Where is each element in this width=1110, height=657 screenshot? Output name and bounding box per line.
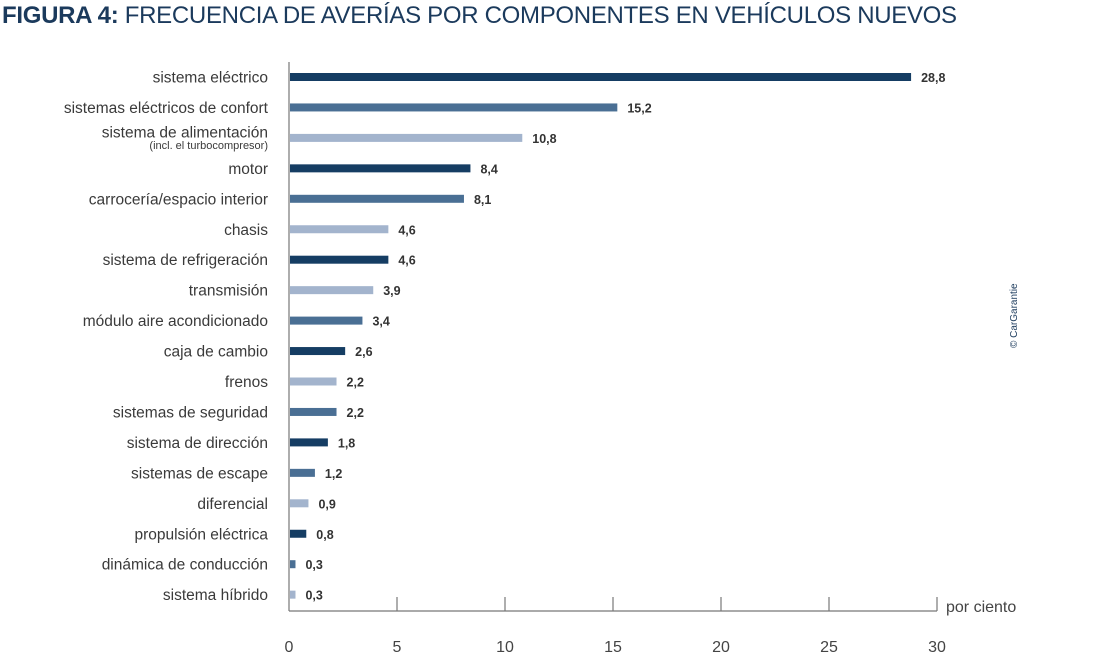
value-label: 0,3 [305,589,322,603]
value-label: 0,8 [316,528,333,542]
value-label: 8,1 [474,193,491,207]
x-tick-label: 25 [820,639,838,656]
value-label: 10,8 [532,132,556,146]
value-label: 1,8 [338,436,355,450]
bars-layer: sistema eléctrico 28,8 sistemas eléctricos… [64,70,946,605]
bar [290,164,471,173]
value-label: 3,9 [383,284,400,298]
bar-row: frenos 2,2 [225,374,364,391]
bar-row: sistemas de escape 1,2 [131,465,342,482]
x-tick-label: 20 [712,639,730,656]
bar-row: propulsión eléctrica 0,8 [134,526,333,543]
bar [290,255,389,264]
bar [290,499,309,508]
category-label: módulo aire acondicionado [83,313,268,330]
bar [290,377,337,386]
x-axis: 0 5 10 15 20 25 30 [285,62,946,656]
value-label: 4,6 [398,254,415,268]
x-tick-label: 0 [285,639,294,656]
bar [290,103,618,112]
category-label: sistema de dirección [127,435,268,452]
value-label: 15,2 [627,101,651,115]
category-label: transmisión [189,283,268,300]
bar [290,407,337,416]
bar [290,73,912,81]
figure-number: FIGURA 4: [2,2,119,29]
bar [290,590,296,599]
bar-row: dinámica de conducción 0,3 [102,557,323,574]
bar-row: sistema eléctrico 28,8 [153,70,946,87]
category-label: sistemas eléctricos de confort [64,100,269,117]
category-label: propulsión eléctrica [134,526,268,543]
bar-row: módulo aire acondicionado 3,4 [83,313,390,330]
category-label: motor [228,161,268,178]
bar [290,529,307,538]
category-label: dinámica de conducción [102,557,268,574]
bar-row: motor 8,4 [228,161,497,178]
bar-row: sistema de dirección 1,8 [127,435,356,452]
category-label: sistema eléctrico [153,70,268,87]
bar-row: sistemas de seguridad 2,2 [113,404,364,421]
category-label: sistema de refrigeración [103,252,268,269]
figure-title: FRECUENCIA DE AVERÍAS POR COMPONENTES EN… [118,2,957,29]
value-label: 2,2 [347,376,364,390]
x-tick-label: 5 [393,639,402,656]
bar [290,468,315,477]
category-label: diferencial [197,496,268,513]
x-tick-label: 30 [928,639,946,656]
bar-row: sistemas eléctricos de confort 15,2 [64,100,652,117]
bar-row: chasis 4,6 [224,222,416,239]
bar-row: transmisión 3,9 [189,283,401,300]
category-label: carrocería/espacio interior [89,191,268,208]
category-sublabel: (incl. el turbocompresor) [149,140,268,152]
value-label: 2,2 [347,406,364,420]
bar [290,286,374,295]
value-label: 0,9 [318,497,335,511]
bar [290,438,328,447]
x-tick-label: 10 [496,639,514,656]
category-label: frenos [225,374,268,391]
bar [290,560,296,569]
value-label: 4,6 [398,223,415,237]
category-label: chasis [224,222,268,239]
value-label: 0,3 [305,558,322,572]
bar-row: caja de cambio 2,6 [164,344,373,361]
bar [290,316,363,325]
value-label: 2,6 [355,345,372,359]
value-label: 3,4 [372,315,389,329]
category-label: sistemas de seguridad [113,404,268,421]
bar-row: sistema de refrigeración 4,6 [103,252,416,269]
bar [290,347,346,356]
x-tick-label: 15 [604,639,622,656]
x-axis-unit-label: por ciento [946,599,1016,616]
bar [290,194,464,203]
value-label: 8,4 [480,162,497,176]
category-label: caja de cambio [164,344,268,361]
value-label: 1,2 [325,467,342,481]
bar [290,133,523,142]
bar-row: carrocería/espacio interior 8,1 [89,191,492,208]
bar [290,225,389,234]
bar-row: diferencial 0,9 [197,496,336,513]
category-label: sistemas de escape [131,465,268,482]
bar-row: sistema de alimentación(incl. el turboco… [102,124,557,152]
category-label: sistema de alimentación [102,124,268,141]
category-label: sistema híbrido [163,587,268,604]
value-label: 28,8 [921,71,945,85]
copyright-credit: © CarGarantie [1009,283,1020,348]
bar-row: sistema híbrido 0,3 [163,587,323,604]
chart-title: FIGURA 4: FRECUENCIA DE AVERÍAS POR COMP… [2,2,957,30]
